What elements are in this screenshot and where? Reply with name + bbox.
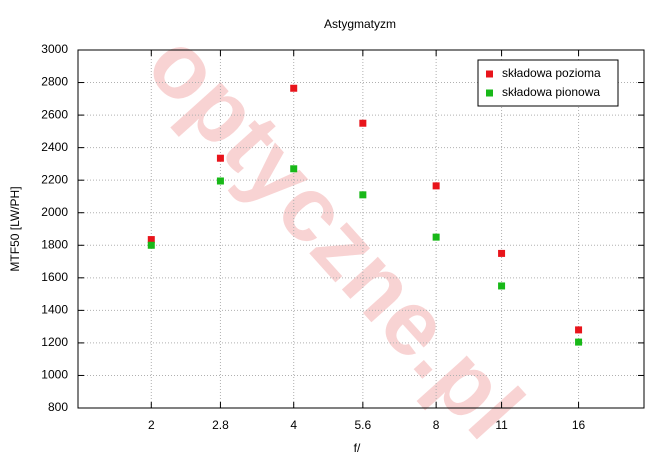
point (432, 233, 440, 241)
y-tick-label: 2400 (41, 140, 68, 154)
legend-label: składowa pozioma (502, 66, 601, 80)
x-tick-label: 2 (148, 418, 155, 432)
point (147, 236, 155, 244)
legend-label: składowa pionowa (502, 85, 600, 99)
point (575, 326, 583, 334)
x-tick-label: 11 (495, 418, 508, 432)
y-axis-label: MTF50 [LW/PH] (8, 186, 22, 271)
point (290, 165, 298, 173)
y-tick-label: 1800 (41, 237, 68, 251)
point (216, 154, 224, 162)
point (498, 249, 506, 257)
x-tick-label: 8 (433, 418, 440, 432)
legend-box (477, 59, 619, 107)
y-tick-label: 1600 (41, 270, 68, 284)
point (290, 84, 298, 92)
y-tick-label: 2800 (41, 75, 68, 89)
y-tick-label: 1200 (41, 335, 68, 349)
point (498, 282, 506, 290)
y-tick-label: 2600 (41, 107, 68, 121)
y-tick-label: 2200 (41, 172, 68, 186)
point (147, 241, 155, 249)
x-tick-label: 16 (572, 418, 586, 432)
y-tick-label: 3000 (41, 42, 68, 56)
chart-title: Astygmatyzm (324, 17, 396, 31)
y-tick-label: 1400 (41, 303, 68, 317)
point (575, 338, 583, 346)
legend-swatch (486, 89, 493, 97)
x-tick-label: 2.8 (212, 418, 229, 432)
point (359, 119, 367, 127)
y-tick-label: 800 (48, 400, 68, 414)
point (432, 182, 440, 190)
x-axis-label: f/ (354, 441, 361, 455)
plot-frame (77, 49, 645, 409)
x-tick-label: 4 (290, 418, 297, 432)
point (359, 191, 367, 199)
point (216, 177, 224, 185)
x-tick-label: 5.6 (355, 418, 372, 432)
legend-swatch (486, 70, 493, 78)
y-tick-label: 2000 (41, 205, 68, 219)
y-tick-label: 1000 (41, 368, 68, 382)
